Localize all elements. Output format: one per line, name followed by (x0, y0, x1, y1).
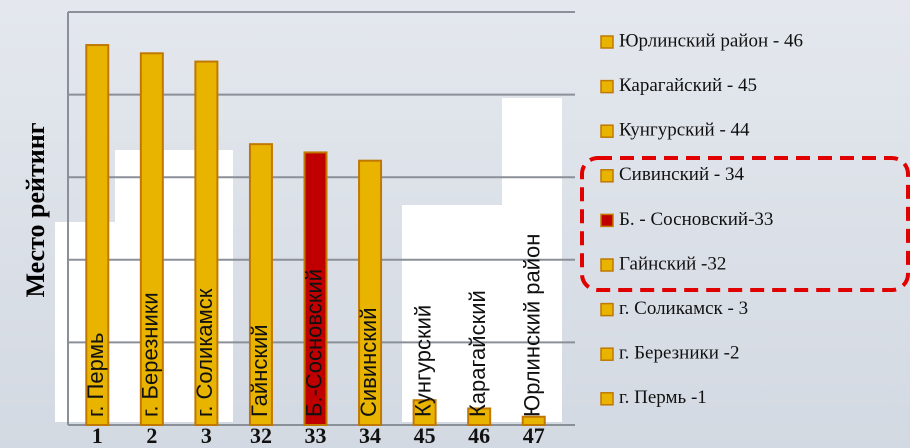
bar-label: Б.-Сосновский (301, 269, 326, 417)
x-tick-label: 47 (523, 423, 545, 448)
bar (467, 407, 492, 427)
x-tick-label: 32 (250, 423, 272, 448)
bar-label: Сивинский (356, 307, 381, 417)
legend-label: Карагайский - 45 (619, 75, 757, 96)
legend-label: г. Соликамск - 3 (619, 298, 748, 319)
bar-label: Гайнский (247, 324, 272, 417)
bar (412, 399, 437, 427)
bar-label: г. Соликамск (192, 288, 217, 417)
x-tick-label: 46 (468, 423, 490, 448)
legend-marker (600, 79, 614, 94)
legend-label: Б. - Сосновский-33 (619, 209, 773, 230)
legend-label: Гайнский -32 (619, 253, 726, 274)
bar-label: г. Пермь (83, 333, 108, 417)
legend-marker (600, 169, 614, 183)
x-tick-label: 45 (414, 423, 436, 448)
legend-label: Юрлинский район - 46 (619, 30, 803, 51)
bar (358, 159, 383, 426)
legend-marker (600, 347, 614, 361)
bar (85, 44, 110, 426)
bar (521, 415, 546, 426)
legend-label: Сивинский - 34 (619, 164, 744, 185)
bar (248, 143, 273, 426)
legend-label: г. Пермь -1 (619, 387, 707, 408)
legend-marker (600, 124, 614, 138)
x-tick-label: 2 (146, 423, 157, 448)
bar-label: Карагайский (465, 290, 490, 417)
bar (303, 151, 328, 426)
x-tick-label: 34 (359, 423, 381, 448)
x-tick-label: 3 (201, 423, 212, 448)
x-tick-label: 33 (305, 423, 327, 448)
label-box (402, 205, 502, 422)
bar-label: г. Березники (138, 292, 163, 417)
legend-marker (600, 213, 614, 228)
legend-marker (600, 35, 614, 49)
y-axis-label: Место рейтинг (21, 122, 50, 297)
x-tick-label: 1 (92, 423, 103, 448)
bar-label: Юрлинский район (520, 234, 545, 417)
legend-marker (600, 258, 614, 272)
legend-label: Кунгурский - 44 (619, 120, 750, 141)
bar-label: Кунгурский (410, 305, 435, 417)
legend-marker (600, 302, 614, 317)
legend-label: г. Березники -2 (619, 343, 739, 364)
bar (139, 52, 164, 427)
legend-marker (600, 392, 614, 406)
bar (194, 60, 219, 427)
